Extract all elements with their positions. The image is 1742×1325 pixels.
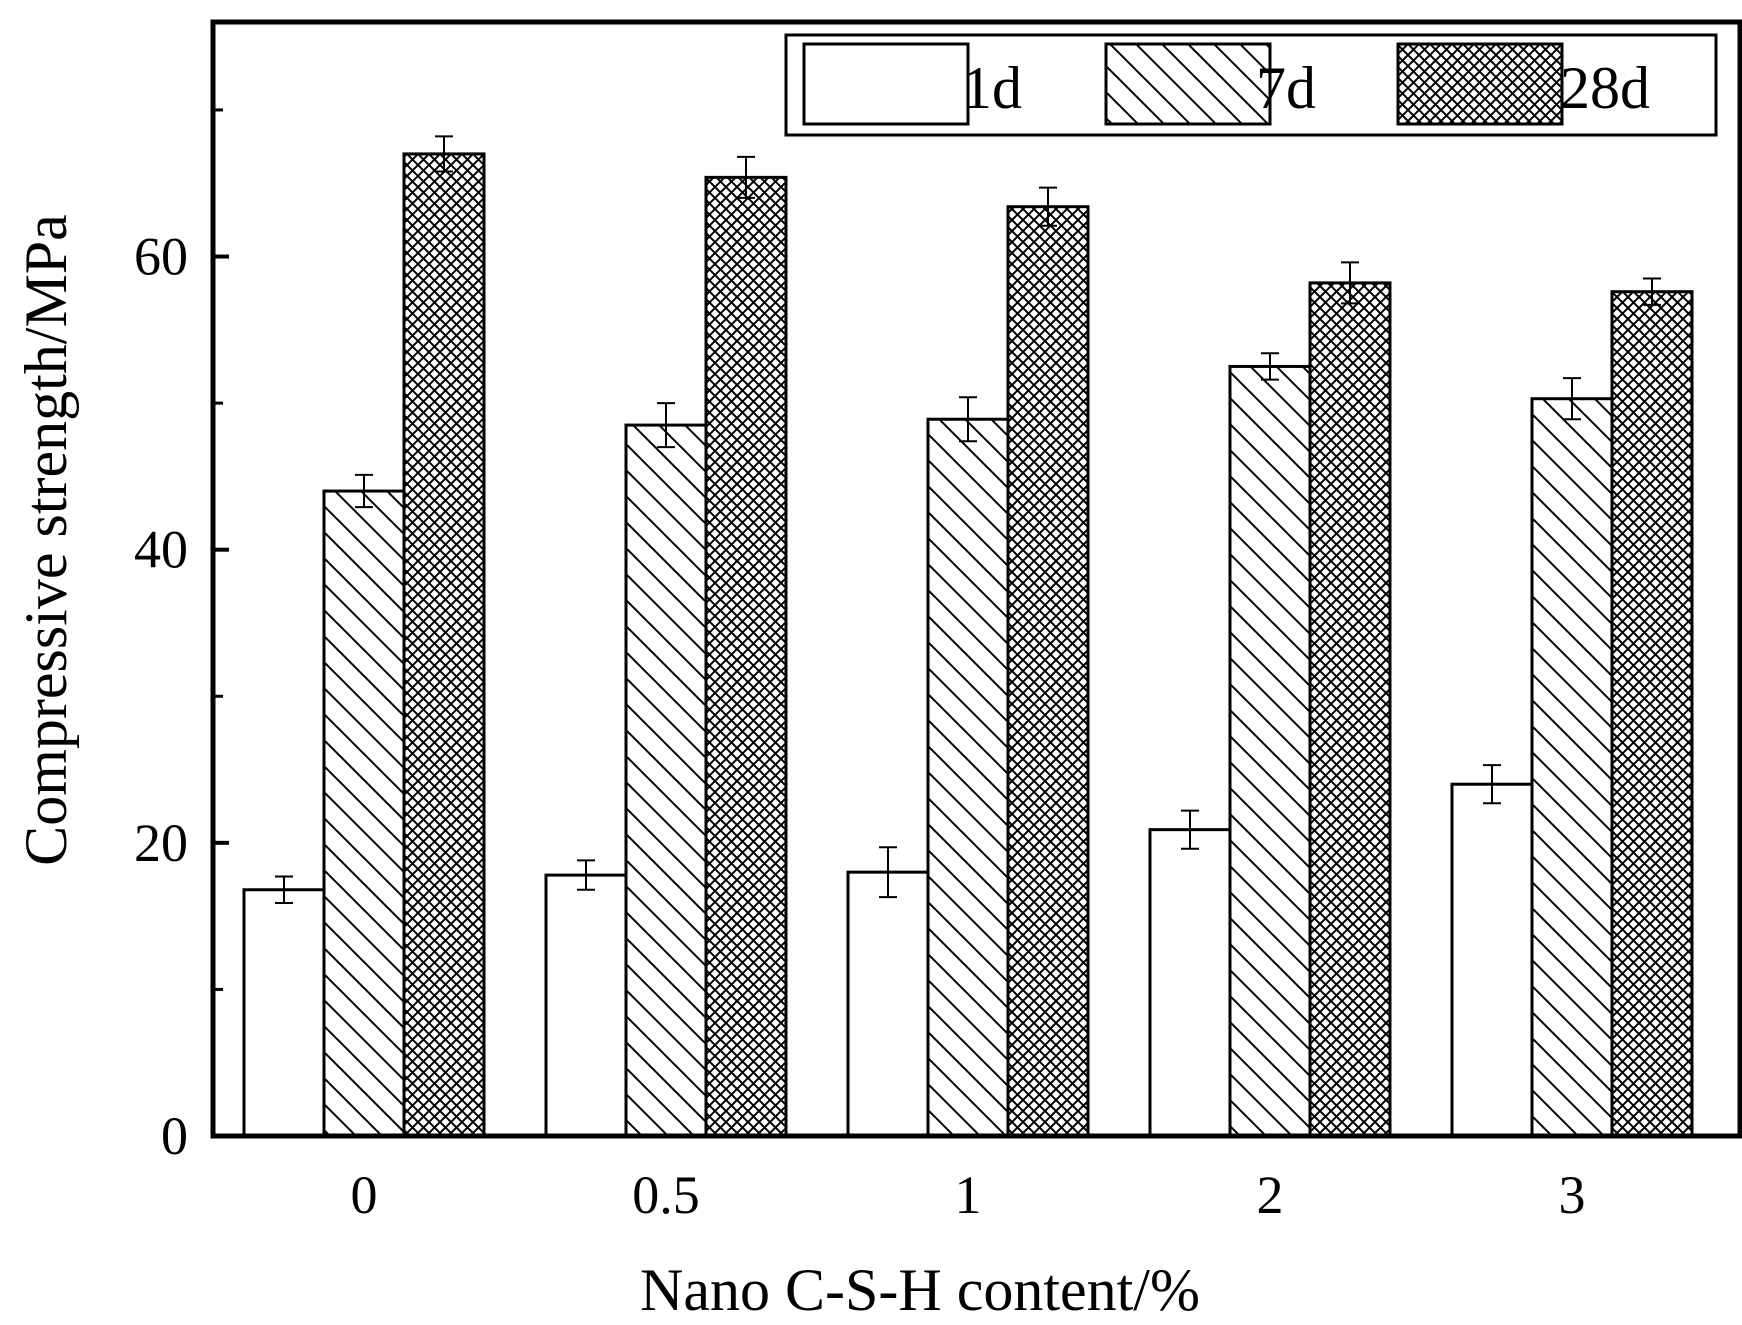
x-tick-label-3: 3 [1559,1165,1586,1225]
error-bar-28d-0 [435,135,453,173]
bar-1d-2 [1148,828,1232,1138]
x-tick-label-0: 0 [351,1165,378,1225]
bar-1d-0 [242,888,326,1138]
error-bar-7d-2 [1261,352,1279,381]
y-axis-title: Compressive strength/MPa [13,214,79,866]
bar-7d-0.5 [624,423,708,1138]
error-bar-7d-1 [959,396,977,443]
error-bar-28d-3 [1643,277,1661,306]
x-tick-label-0.5: 0.5 [632,1165,700,1225]
legend-label-7d: 7d [1256,55,1316,121]
axis-layer: 0 0.5 1 2 3 0 20 40 60 [134,19,1742,1225]
error-bar-1d-0 [275,875,293,904]
legend-swatch-7d [1104,42,1272,126]
x-tick-label-1: 1 [955,1165,982,1225]
legend-label-28d: 28d [1560,55,1650,121]
y-tick-label-60: 60 [134,227,188,287]
bars-layer [242,152,1694,1138]
error-bar-7d-3 [1563,377,1581,421]
plot-frame [210,19,1742,1139]
legend-swatch-28d [1396,42,1564,126]
x-axis-title: Nano C-S-H content/% [640,1257,1200,1323]
x-tick-label-2: 2 [1257,1165,1284,1225]
bar-28d-1 [1006,205,1090,1138]
legend-label-1d: 1d [962,55,1022,121]
error-bar-1d-1 [879,846,897,899]
error-bar-1d-3 [1483,764,1501,805]
bar-28d-3 [1610,290,1694,1138]
error-bar-28d-0.5 [737,155,755,199]
bar-7d-3 [1530,397,1614,1138]
bar-28d-2 [1308,281,1392,1138]
y-tick-label-40: 40 [134,520,188,580]
legend: 1d 7d 28d [784,33,1718,137]
error-bars-layer [275,135,1661,904]
bar-1d-3 [1450,782,1534,1138]
bar-1d-1 [846,870,930,1138]
legend-swatch-1d [802,42,970,126]
error-bar-7d-0 [355,473,373,509]
y-tick-label-20: 20 [134,813,188,873]
y-tick-label-0: 0 [161,1106,188,1166]
error-bar-1d-0.5 [577,859,595,891]
bar-7d-2 [1228,364,1312,1138]
bar-1d-0.5 [544,873,628,1138]
error-bar-28d-1 [1039,186,1057,227]
error-bar-1d-2 [1181,809,1199,850]
bar-28d-0.5 [704,175,788,1138]
bar-7d-0 [322,489,406,1138]
error-bar-28d-2 [1341,261,1359,305]
bar-7d-1 [926,417,1010,1138]
bar-28d-0 [402,152,486,1138]
error-bar-7d-0.5 [657,402,675,449]
